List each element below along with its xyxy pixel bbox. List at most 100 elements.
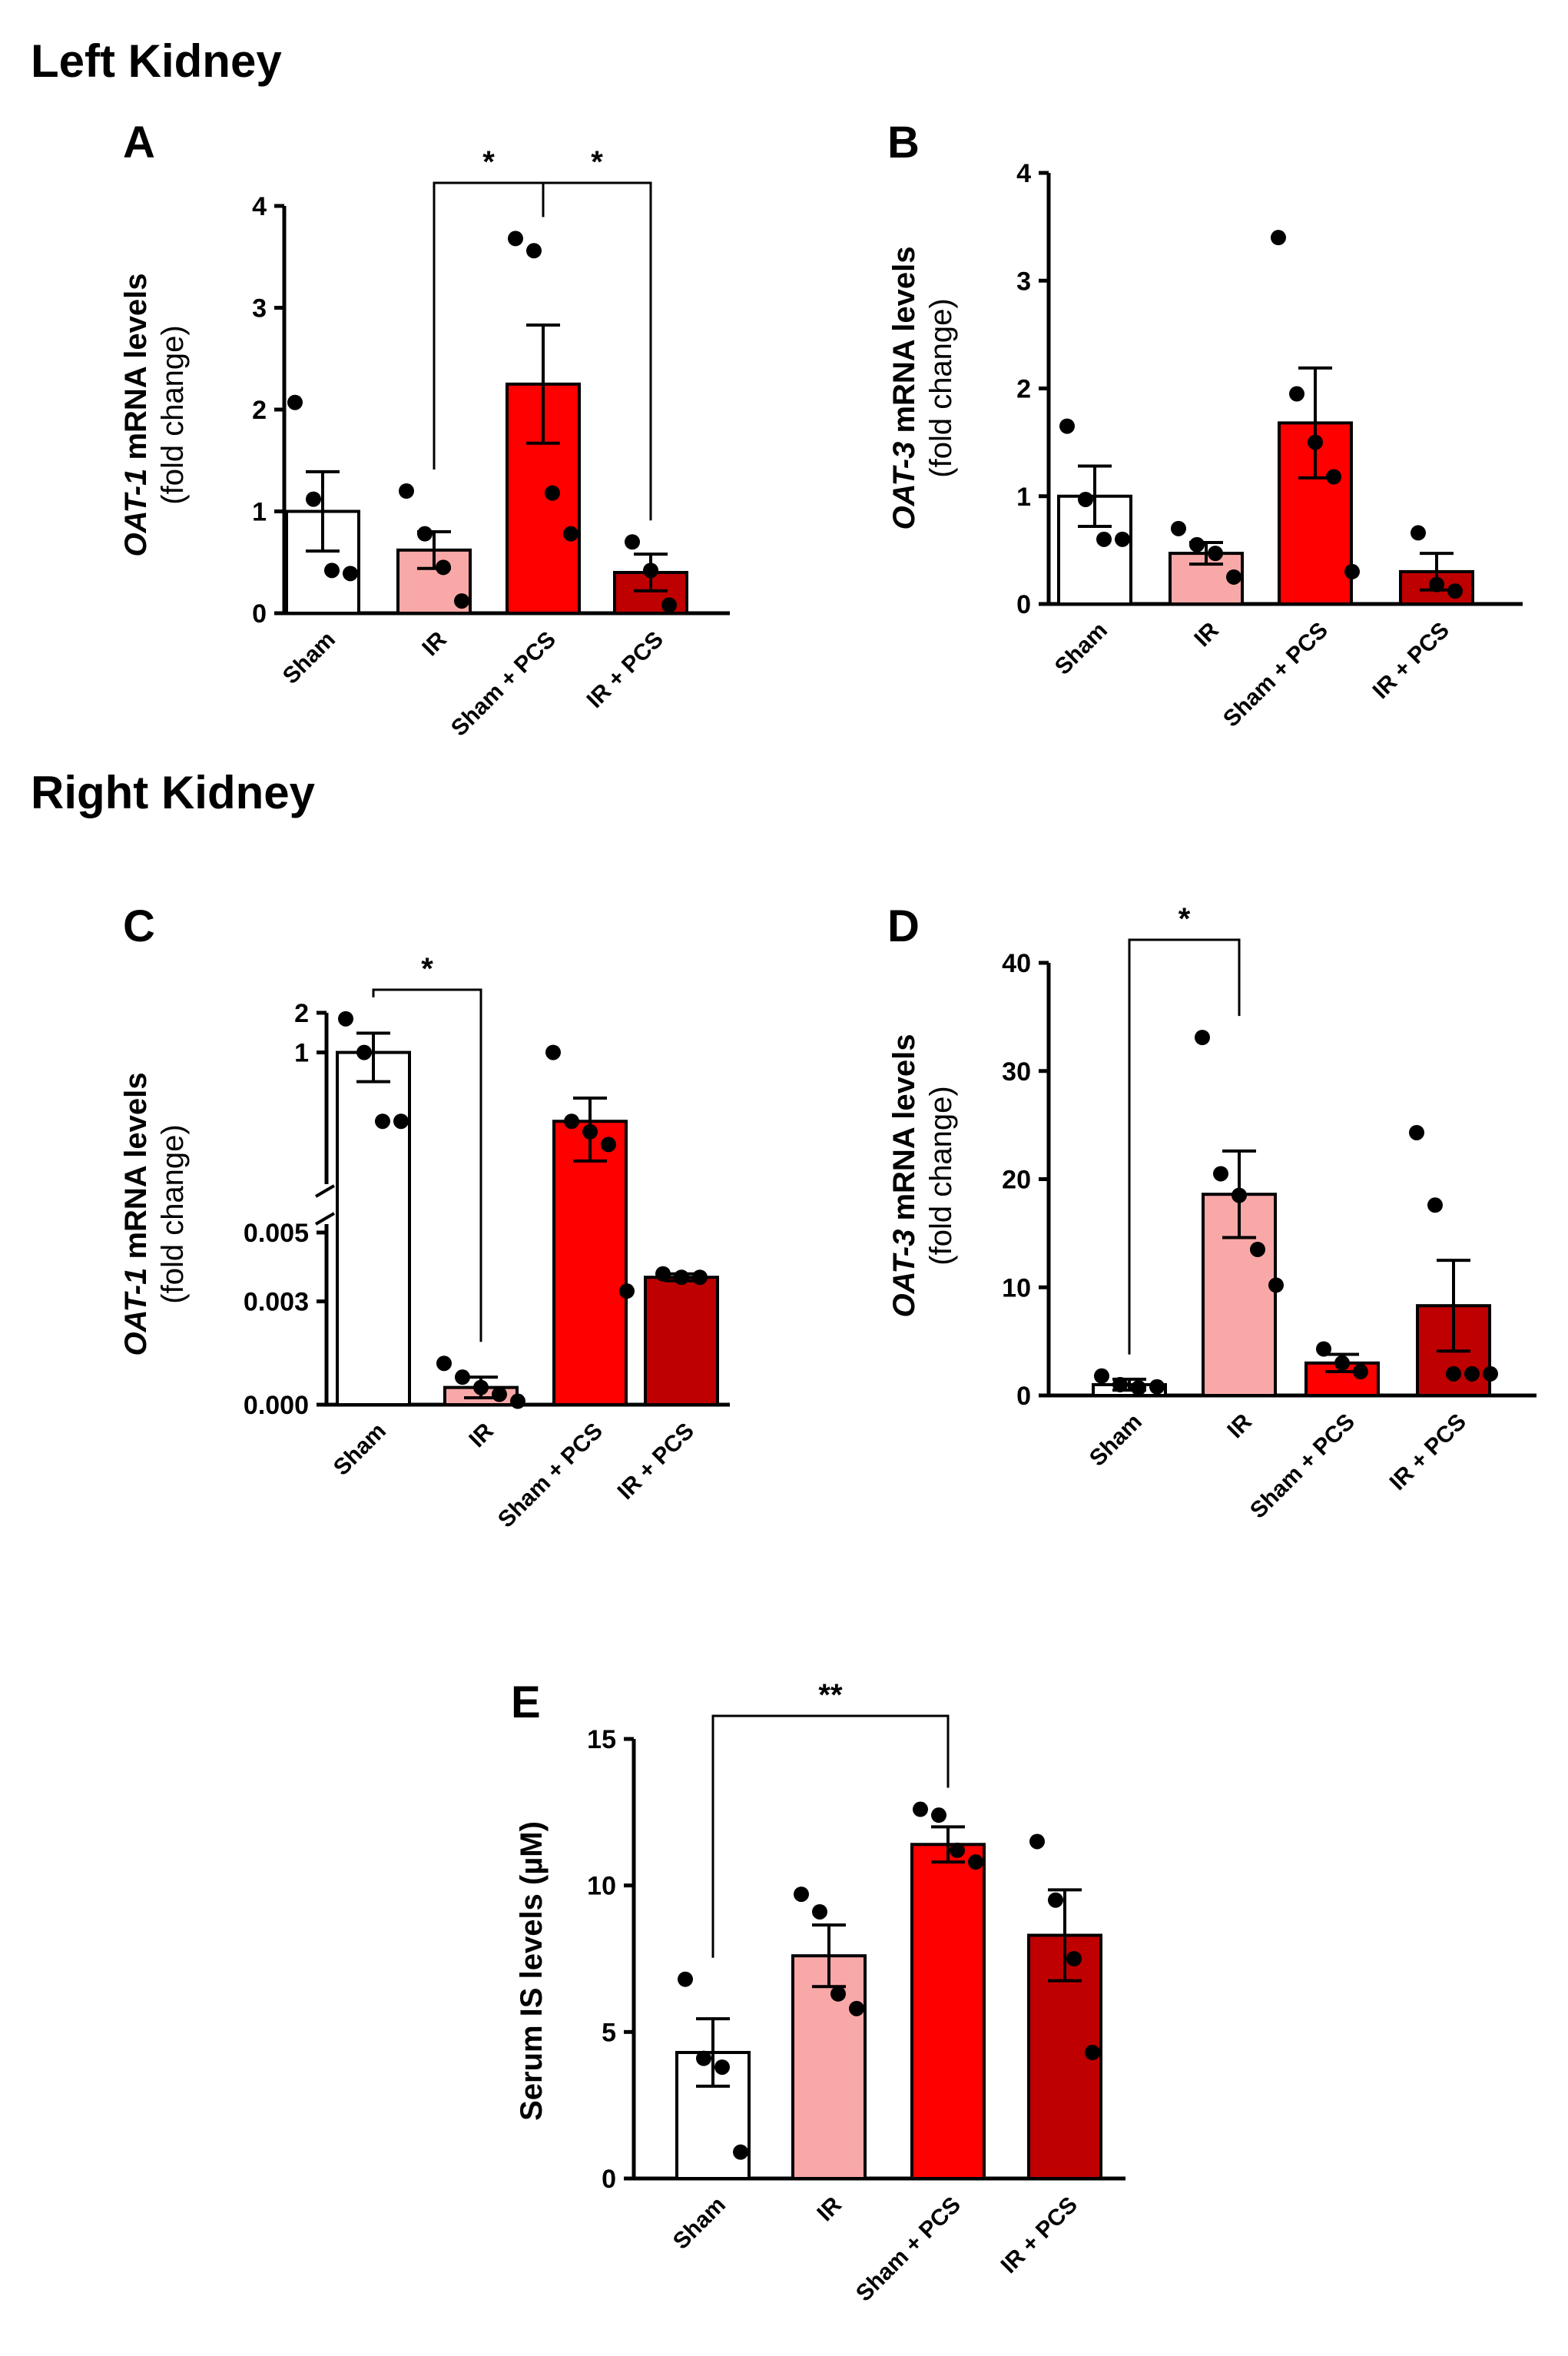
- data-point-ir-c: [473, 1379, 489, 1395]
- data-point-ir-pcs-d: [1427, 1197, 1443, 1213]
- x-tick-label-ir-c: IR: [464, 1418, 499, 1452]
- panel-letter-e: E: [511, 1677, 541, 1727]
- data-point-ir-pcs-c: [692, 1269, 708, 1286]
- data-point-sham-pcs-a: [526, 243, 542, 259]
- y-axis-label-a: OAT-1 mRNA levels: [119, 273, 153, 556]
- y-tick-label-e: 15: [587, 1725, 616, 1754]
- data-point-ir-d: [1195, 1030, 1210, 1046]
- data-point-ir-c: [492, 1386, 507, 1402]
- y-tick-label-b: 2: [1016, 375, 1031, 404]
- data-point-sham-pcs-e: [913, 1801, 928, 1817]
- chart-d: D 0 10 20 30 40 OAT-3 mRNA levels (fold change)…: [887, 901, 1537, 1524]
- x-tick-label-sham-pcs-b: Sham + PCS: [1218, 618, 1333, 732]
- y-label-gene-b: OAT-3: [887, 442, 921, 530]
- y-axis-sublabel-a: (fold change): [156, 325, 190, 504]
- panel-letter-b: B: [887, 118, 920, 168]
- significance-label-a: *: [482, 145, 495, 179]
- data-point-sham-d: [1149, 1379, 1165, 1395]
- data-point-ir-pcs-d: [1446, 1365, 1461, 1382]
- data-point-sham-pcs-c: [601, 1137, 616, 1153]
- x-tick-label-sham-pcs-e: Sham + PCS: [851, 2192, 966, 2307]
- significance-label-a: *: [591, 145, 603, 179]
- x-tick-label-ir-d: IR: [1222, 1409, 1257, 1443]
- y-label-measure-a: mRNA levels: [119, 273, 153, 468]
- y-tick-label-e: 0: [602, 2165, 616, 2194]
- x-tick-label-ir-pcs-e: IR + PCS: [996, 2192, 1082, 2278]
- y-tick-label-c: 1: [294, 1039, 309, 1068]
- data-point-ir-pcs-e: [1085, 2045, 1100, 2061]
- data-point-ir-a: [436, 559, 451, 576]
- x-tick-label-sham-a: Sham: [278, 627, 340, 689]
- significance-bracket-e: [711, 1714, 950, 1958]
- x-tick-label-ir-a: IR: [417, 626, 452, 661]
- y-tick-label-a: 1: [252, 498, 267, 527]
- data-point-ir-pcs-a: [625, 534, 640, 550]
- panel-letter-a: A: [123, 118, 155, 168]
- significance-label-d: *: [1178, 902, 1191, 936]
- y-tick-label-d: 20: [1002, 1166, 1031, 1195]
- x-tick-label-sham-e: Sham: [668, 2192, 731, 2255]
- significance-label-e: **: [818, 1678, 843, 1712]
- data-point-ir-a: [454, 593, 469, 609]
- data-point-sham-a: [343, 566, 358, 582]
- data-point-sham-pcs-e: [931, 1807, 946, 1823]
- data-point-ir-pcs-e: [1048, 1892, 1063, 1908]
- x-tick-label-ir-e: IR: [812, 2192, 847, 2226]
- x-tick-label-sham-pcs-c: Sham + PCS: [493, 1419, 608, 1533]
- data-point-sham-pcs-c: [564, 1113, 579, 1130]
- data-point-ir-pcs-e: [1066, 1951, 1082, 1966]
- x-tick-label-sham-pcs-d: Sham + PCS: [1245, 1409, 1360, 1524]
- left-kidney-heading: Left Kidney: [31, 35, 282, 87]
- data-point-sham-c: [356, 1044, 372, 1060]
- data-point-ir-pcs-c: [674, 1269, 689, 1286]
- data-point-sham-pcs-d: [1353, 1364, 1368, 1380]
- data-point-sham-b: [1096, 531, 1112, 547]
- significance-bracket-a: [542, 181, 652, 521]
- data-point-ir-pcs-a: [661, 597, 677, 613]
- significance-bracket-c: [372, 988, 482, 1342]
- data-point-ir-d: [1250, 1241, 1265, 1257]
- y-tick-label-c: 0.003: [244, 1288, 309, 1317]
- y-tick-label-d: 10: [1002, 1273, 1031, 1302]
- data-point-ir-b: [1226, 569, 1241, 585]
- y-label-gene-a: OAT-1: [119, 469, 153, 557]
- y-label-gene-d: OAT-3: [887, 1229, 921, 1318]
- data-point-sham-b: [1059, 418, 1075, 434]
- y-axis-label-c: OAT-1 mRNA levels: [119, 1072, 153, 1356]
- panel-letter-c: C: [123, 901, 155, 951]
- data-point-ir-b: [1189, 536, 1205, 552]
- data-point-sham-pcs-a: [508, 231, 523, 247]
- x-tick-label-sham-pcs-a: Sham + PCS: [446, 627, 561, 742]
- data-point-ir-pcs-b: [1411, 525, 1426, 541]
- y-tick-label-b: 4: [1016, 159, 1031, 188]
- chart-c: C 0.000 0.003 0.005 1 2 OAT-1 mRNA levels (fold…: [119, 901, 730, 1533]
- data-point-sham-e: [678, 1971, 693, 1987]
- data-point-sham-e: [696, 2050, 711, 2066]
- bar-ir-pcs-c: [644, 1276, 719, 1407]
- y-tick-label-c: 0.000: [244, 1391, 309, 1420]
- data-point-ir-c: [510, 1393, 525, 1409]
- y-tick-label-a: 0: [252, 599, 267, 629]
- data-point-ir-d: [1213, 1166, 1228, 1182]
- y-tick-label-e: 5: [602, 2018, 616, 2047]
- data-point-sham-b: [1078, 491, 1093, 507]
- data-point-sham-b: [1115, 531, 1130, 547]
- data-point-sham-a: [287, 394, 303, 410]
- data-point-sham-pcs-b: [1308, 434, 1323, 450]
- data-point-ir-e: [849, 2000, 864, 2016]
- data-point-ir-a: [417, 526, 433, 542]
- chart-b: B 0 1 2 3 4 OAT-3 mRNA levels (fold change) Sham…: [887, 118, 1523, 732]
- right-kidney-heading: Right Kidney: [31, 767, 316, 818]
- y-label-gene-c: OAT-1: [119, 1268, 153, 1356]
- data-point-sham-d: [1112, 1376, 1128, 1392]
- y-tick-label-b: 1: [1016, 483, 1031, 512]
- chart-a: A 0 1 2 3 4 OAT-1 mRNA levels (fold change) Sham…: [119, 118, 730, 742]
- data-point-ir-e: [812, 1903, 827, 1920]
- y-tick-label-c: 0.005: [244, 1219, 309, 1248]
- x-tick-label-ir-pcs-b: IR + PCS: [1368, 618, 1454, 704]
- data-point-sham-pcs-b: [1271, 230, 1286, 246]
- x-tick-label-ir-b: IR: [1189, 617, 1224, 652]
- data-point-ir-d: [1268, 1277, 1284, 1293]
